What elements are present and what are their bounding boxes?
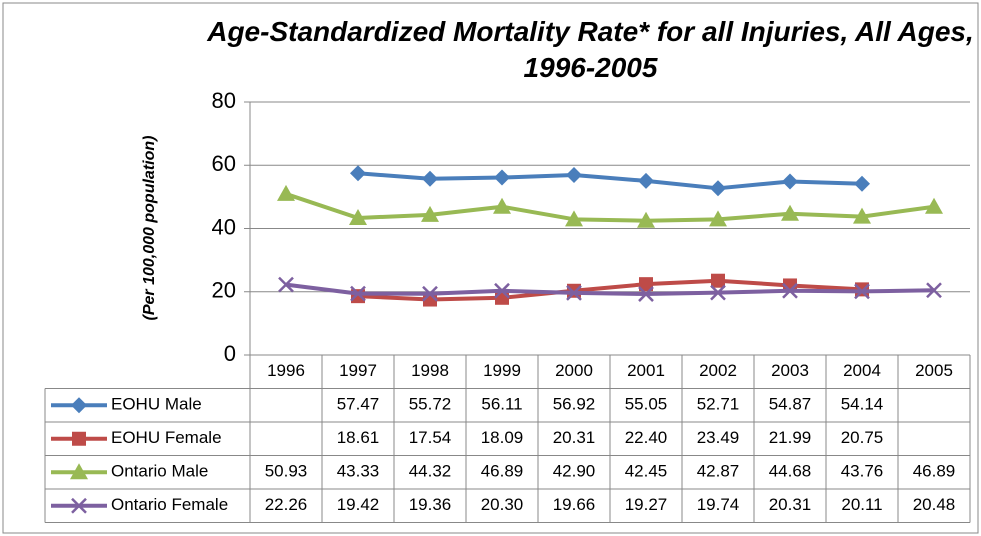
table-value: 46.89 bbox=[913, 462, 956, 481]
data-point bbox=[853, 207, 871, 224]
table-value: 20.30 bbox=[481, 495, 524, 514]
series-line bbox=[285, 282, 935, 297]
data-point bbox=[349, 208, 367, 225]
x-tick-label: 2001 bbox=[627, 361, 665, 380]
data-point bbox=[781, 204, 799, 221]
data-point bbox=[637, 211, 655, 228]
data-point bbox=[710, 180, 726, 197]
table-value: 56.11 bbox=[481, 395, 522, 414]
y-tick-label: 40 bbox=[212, 214, 236, 239]
legend-label: EOHU Female bbox=[111, 428, 222, 447]
data-point bbox=[421, 205, 439, 222]
series-line bbox=[357, 278, 863, 302]
data-point bbox=[493, 197, 511, 214]
x-tick-label: 2004 bbox=[843, 361, 881, 380]
table-value: 20.11 bbox=[841, 495, 882, 514]
y-axis-label: (Per 100,000 population) bbox=[141, 136, 158, 321]
data-point bbox=[278, 276, 294, 293]
data-point bbox=[710, 284, 726, 301]
y-tick-label: 60 bbox=[212, 151, 236, 176]
table-value: 46.89 bbox=[481, 462, 524, 481]
data-point bbox=[638, 286, 654, 302]
legend-marker bbox=[71, 497, 87, 514]
table-value: 44.32 bbox=[409, 462, 452, 481]
y-tick-label: 20 bbox=[212, 278, 236, 303]
y-tick-label: 80 bbox=[212, 88, 236, 113]
data-point bbox=[565, 210, 583, 227]
data-point bbox=[566, 166, 582, 183]
data-point bbox=[639, 277, 653, 292]
table-value: 22.40 bbox=[625, 428, 668, 447]
table-value: 57.47 bbox=[337, 395, 380, 414]
data-point bbox=[638, 172, 654, 189]
data-point bbox=[494, 169, 510, 186]
x-tick-label: 2000 bbox=[555, 361, 593, 380]
table-value: 43.33 bbox=[337, 462, 380, 481]
table-value: 19.36 bbox=[409, 495, 452, 514]
data-point bbox=[350, 285, 366, 302]
data-point bbox=[854, 175, 870, 192]
table-value: 22.26 bbox=[265, 495, 308, 514]
data-point bbox=[854, 283, 870, 300]
data-point bbox=[782, 282, 798, 299]
x-tick-label: 1997 bbox=[339, 361, 377, 380]
x-tick-label: 2005 bbox=[915, 361, 953, 380]
table-value: 19.42 bbox=[337, 495, 380, 514]
legend-label: Ontario Male bbox=[111, 462, 208, 481]
data-point bbox=[926, 282, 942, 299]
table-value: 20.31 bbox=[553, 428, 596, 447]
chart-title: Age-Standardized Mortality Rate* for all… bbox=[207, 16, 974, 83]
table-value: 42.90 bbox=[553, 462, 596, 481]
table-value: 42.87 bbox=[697, 462, 740, 481]
x-tick-label: 1996 bbox=[267, 361, 305, 380]
legend-marker bbox=[72, 431, 86, 446]
series-line bbox=[357, 171, 863, 191]
table-value: 55.72 bbox=[409, 395, 452, 414]
table-value: 21.99 bbox=[769, 428, 812, 447]
data-point bbox=[277, 184, 295, 201]
table-value: 23.49 bbox=[697, 428, 740, 447]
data-point bbox=[350, 165, 366, 182]
data-point bbox=[782, 173, 798, 190]
data-point bbox=[925, 197, 943, 214]
x-tick-label: 1998 bbox=[411, 361, 449, 380]
table-value: 42.45 bbox=[625, 462, 668, 481]
table-value: 18.09 bbox=[481, 428, 524, 447]
legend-marker bbox=[70, 463, 88, 480]
data-point bbox=[566, 284, 582, 301]
data-point bbox=[709, 210, 727, 227]
table-value: 19.74 bbox=[697, 495, 740, 514]
legend-label: EOHU Male bbox=[111, 395, 202, 414]
table-value: 54.87 bbox=[769, 395, 812, 414]
table-value: 17.54 bbox=[409, 428, 452, 447]
table-value: 56.92 bbox=[553, 395, 596, 414]
table-value: 20.31 bbox=[769, 495, 812, 514]
table-value: 20.48 bbox=[913, 495, 956, 514]
series-line bbox=[285, 192, 935, 223]
table-value: 50.93 bbox=[265, 462, 308, 481]
table-value: 19.27 bbox=[625, 495, 668, 514]
table-value: 44.68 bbox=[769, 462, 812, 481]
y-tick-label: 0 bbox=[224, 341, 236, 366]
data-point bbox=[494, 282, 510, 299]
table-value: 52.71 bbox=[697, 395, 740, 414]
x-tick-label: 1999 bbox=[483, 361, 521, 380]
legend-marker bbox=[71, 397, 87, 414]
x-tick-label: 2002 bbox=[699, 361, 737, 380]
legend-label: Ontario Female bbox=[111, 495, 228, 514]
table-value: 54.14 bbox=[841, 395, 884, 414]
data-point bbox=[711, 273, 725, 288]
table-value: 55.05 bbox=[625, 395, 668, 414]
table-value: 18.61 bbox=[337, 428, 380, 447]
table-value: 20.75 bbox=[841, 428, 884, 447]
data-point bbox=[422, 285, 438, 302]
x-tick-label: 2003 bbox=[771, 361, 809, 380]
table-value: 19.66 bbox=[553, 495, 596, 514]
table-value: 43.76 bbox=[841, 462, 884, 481]
data-point bbox=[422, 170, 438, 187]
